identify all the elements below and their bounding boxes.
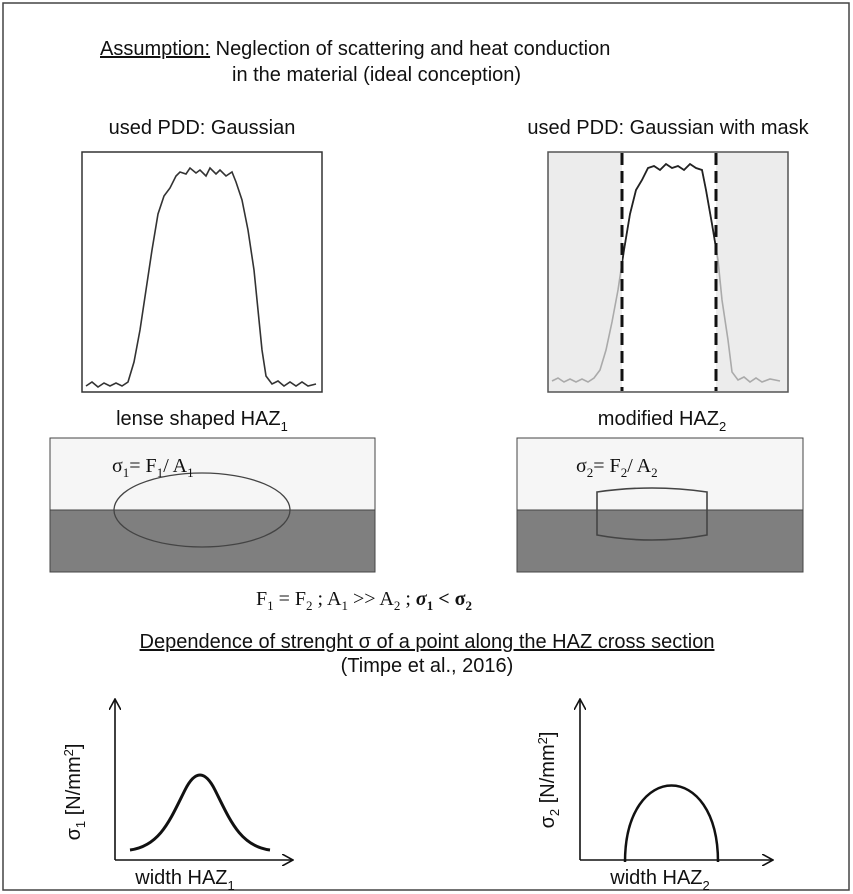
text-part: modified HAZ [598,408,719,430]
y-axis-label: σ1 [N/mm2] [61,744,88,841]
material-top [49,437,376,511]
text-part: 1 [267,598,274,613]
text-part: 2 [535,737,550,744]
formula: σ2= F2/ A2 [576,455,658,480]
text-part: 2 [651,465,658,480]
text-part: Assumption: [100,38,210,60]
pdd-title: used PDD: Gaussian with mask [527,117,809,139]
haz-rect [596,487,708,541]
text-part: 2 [394,598,401,613]
formula: σ1= F1/ A1 [112,455,194,480]
haz-lens [113,472,291,548]
text-part: ] [63,744,85,750]
text-part: 1 [427,598,434,613]
header-line2: in the material (ideal conception) [232,64,521,86]
header-line1: Assumption: Neglection of scattering and… [100,38,610,60]
text-part: 2 [547,809,562,816]
text-part: = F [593,455,620,477]
text-part: width HAZ [134,867,227,889]
text-part: σ [576,455,587,477]
text-part: [N/mm [63,756,85,820]
text-part: 2 [587,465,594,480]
text-part: ] [537,732,559,738]
text-part: = F [274,588,306,610]
text-part: / A [627,455,651,477]
pdd-title: used PDD: Gaussian [109,117,296,139]
text-part: 1 [187,465,194,480]
text-part: 1 [73,821,88,828]
text-part: width HAZ [609,867,702,889]
dependence-title: Dependence of strenght σ of a point alon… [140,631,715,653]
relation: F1 = F2 ; A1 >> A2 ; σ1 < σ2 [256,588,472,613]
text-part: ; [400,588,416,610]
text-part: 2 [703,878,710,893]
text-part: 2 [306,598,313,613]
material-top [516,437,804,511]
text-part: σ [112,455,123,477]
mask-window [622,153,716,391]
text-part: = F [129,455,156,477]
text-part: 2 [719,419,726,434]
text-part: lense shaped HAZ [116,408,281,430]
y-axis-label: σ2 [N/mm2] [535,732,562,829]
strength-curve [623,784,720,863]
pdd-profile-masked [622,162,716,270]
text-part: 2 [465,598,472,613]
haz-title: modified HAZ2 [598,408,726,434]
pdd-profile [85,166,317,388]
text-part: 1 [341,598,348,613]
text-part: 2 [621,465,628,480]
material-bottom [516,509,804,573]
text-part: >> A [348,588,394,610]
pdd-box [81,151,323,393]
text-part: 1 [228,878,235,893]
text-part: σ [537,815,559,828]
text-part: F [256,588,267,610]
strength-curve [129,773,271,852]
x-axis-label: width HAZ2 [609,867,709,893]
text-part: [N/mm [537,744,559,808]
text-part: 1 [123,465,130,480]
text-part: ; A [313,588,342,610]
text-part: σ [63,827,85,840]
dependence-source: (Timpe et al., 2016) [341,655,514,677]
text-part: σ [416,588,428,610]
text-part: / A [163,455,187,477]
text-part: 2 [61,749,76,756]
haz-title: lense shaped HAZ1 [116,408,288,434]
x-axis-label: width HAZ1 [134,867,234,893]
text-part: Neglection of scattering and heat conduc… [210,38,610,60]
text-part: 1 [281,419,288,434]
material-bottom [49,509,376,573]
text-part: 1 [157,465,164,480]
text-part: < σ [433,588,465,610]
